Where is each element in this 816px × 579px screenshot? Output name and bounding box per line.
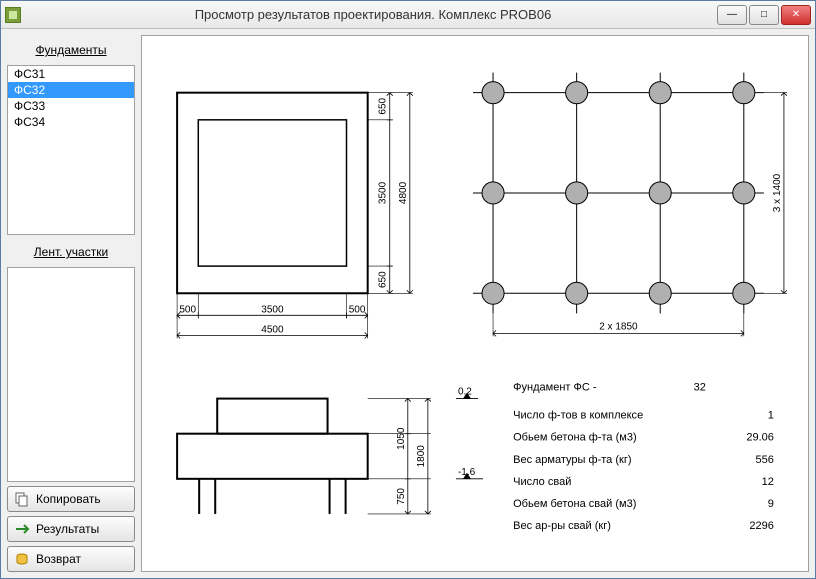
svg-text:32: 32: [694, 382, 706, 394]
svg-text:Фундамент ФС -: Фундамент ФС -: [513, 382, 597, 394]
titlebar: Просмотр результатов проектирования. Ком…: [1, 1, 815, 29]
list-item[interactable]: ФС33: [8, 98, 134, 114]
drawing-canvas: 500 3500 500 4500 650 3500 650 4800 2 x 1850 3 x …: [141, 35, 809, 572]
strip-list[interactable]: [7, 267, 135, 482]
svg-text:Обьем бетона ф-та (м3): Обьем бетона ф-та (м3): [513, 432, 637, 444]
svg-text:2 x 1850: 2 x 1850: [599, 322, 638, 333]
svg-text:Число свай: Число свай: [513, 476, 571, 488]
svg-text:Вес ар-ры свай (кг): Вес ар-ры свай (кг): [513, 520, 611, 532]
svg-text:Вес арматуры ф-та (кг): Вес арматуры ф-та (кг): [513, 454, 631, 466]
svg-text:556: 556: [756, 454, 774, 466]
svg-text:9: 9: [768, 498, 774, 510]
list-item[interactable]: ФС32: [8, 82, 134, 98]
app-icon: [5, 7, 21, 23]
svg-text:3 x 1400: 3 x 1400: [772, 174, 783, 213]
svg-text:1: 1: [768, 410, 774, 422]
maximize-button[interactable]: □: [749, 5, 779, 25]
svg-text:650: 650: [378, 98, 389, 115]
foundations-list[interactable]: ФС31ФС32ФС33ФС34: [7, 65, 135, 235]
svg-text:12: 12: [762, 476, 774, 488]
svg-text:650: 650: [378, 271, 389, 288]
close-button[interactable]: ✕: [781, 5, 811, 25]
svg-text:4800: 4800: [398, 182, 409, 205]
svg-text:4500: 4500: [261, 325, 284, 336]
copy-button-label: Копировать: [36, 492, 101, 506]
svg-text:500: 500: [349, 305, 366, 316]
back-button-label: Возврат: [36, 552, 81, 566]
strip-sections-label: Лент. участки: [7, 241, 135, 263]
foundations-label: Фундаменты: [7, 39, 135, 61]
back-button[interactable]: Возврат: [7, 546, 135, 572]
svg-text:750: 750: [396, 488, 407, 505]
results-button-label: Результаты: [36, 522, 99, 536]
list-item[interactable]: ФС34: [8, 114, 134, 130]
list-item[interactable]: ФС31: [8, 66, 134, 82]
svg-text:1800: 1800: [416, 445, 427, 468]
svg-text:1050: 1050: [396, 428, 407, 451]
svg-text:3500: 3500: [378, 182, 389, 205]
svg-text:29.06: 29.06: [746, 432, 774, 444]
results-button[interactable]: Результаты: [7, 516, 135, 542]
copy-button[interactable]: Копировать: [7, 486, 135, 512]
svg-text:2296: 2296: [749, 520, 774, 532]
minimize-button[interactable]: —: [717, 5, 747, 25]
svg-text:3500: 3500: [261, 305, 284, 316]
svg-text:Обьем бетона свай (м3): Обьем бетона свай (м3): [513, 498, 636, 510]
window-title: Просмотр результатов проектирования. Ком…: [29, 7, 717, 22]
svg-text:500: 500: [179, 305, 196, 316]
svg-text:Число ф-тов в комплексе: Число ф-тов в комплексе: [513, 410, 643, 422]
